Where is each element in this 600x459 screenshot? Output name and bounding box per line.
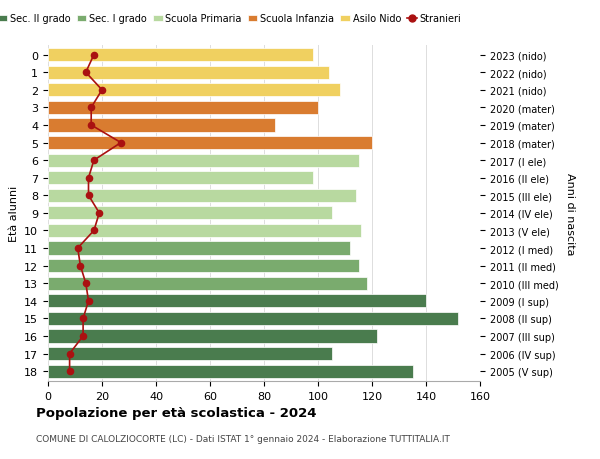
Text: COMUNE DI CALOLZIOCORTE (LC) - Dati ISTAT 1° gennaio 2024 - Elaborazione TUTTITA: COMUNE DI CALOLZIOCORTE (LC) - Dati ISTA… bbox=[36, 434, 450, 443]
Point bbox=[84, 297, 94, 305]
Bar bbox=[48, 259, 359, 273]
Bar bbox=[48, 49, 313, 62]
Point bbox=[95, 210, 104, 217]
Bar bbox=[48, 295, 426, 308]
Y-axis label: Età alunni: Età alunni bbox=[8, 185, 19, 241]
Bar bbox=[48, 67, 329, 80]
Point bbox=[78, 315, 88, 322]
Bar bbox=[48, 207, 331, 220]
Bar bbox=[48, 224, 361, 238]
Point bbox=[81, 280, 91, 287]
Bar bbox=[48, 330, 377, 343]
Bar bbox=[48, 137, 372, 150]
Text: Popolazione per età scolastica - 2024: Popolazione per età scolastica - 2024 bbox=[36, 406, 317, 419]
Point bbox=[84, 192, 94, 200]
Bar bbox=[48, 172, 313, 185]
Bar bbox=[48, 84, 340, 97]
Bar bbox=[48, 189, 356, 202]
Legend: Sec. II grado, Sec. I grado, Scuola Primaria, Scuola Infanzia, Asilo Nido, Stran: Sec. II grado, Sec. I grado, Scuola Prim… bbox=[0, 11, 465, 28]
Bar bbox=[48, 365, 413, 378]
Point bbox=[86, 122, 96, 129]
Bar bbox=[48, 154, 359, 168]
Point bbox=[84, 175, 94, 182]
Point bbox=[76, 263, 85, 270]
Point bbox=[73, 245, 83, 252]
Point bbox=[86, 105, 96, 112]
Point bbox=[81, 69, 91, 77]
Bar bbox=[48, 242, 350, 255]
Bar bbox=[48, 347, 331, 360]
Point bbox=[89, 227, 99, 235]
Point bbox=[65, 350, 74, 358]
Point bbox=[116, 140, 126, 147]
Bar bbox=[48, 119, 275, 132]
Point bbox=[78, 333, 88, 340]
Bar bbox=[48, 312, 458, 325]
Point bbox=[97, 87, 107, 94]
Point bbox=[89, 52, 99, 59]
Point bbox=[89, 157, 99, 164]
Bar bbox=[48, 277, 367, 290]
Bar bbox=[48, 101, 318, 115]
Y-axis label: Anni di nascita: Anni di nascita bbox=[565, 172, 575, 255]
Point bbox=[65, 368, 74, 375]
